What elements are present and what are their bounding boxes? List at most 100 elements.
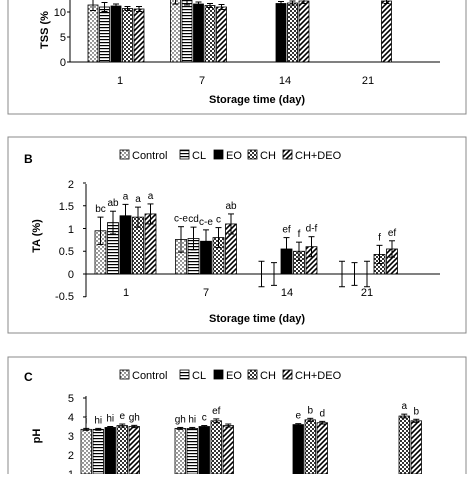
panel-a-ytick-0: 0	[60, 57, 66, 69]
bar-ch-deo	[316, 422, 328, 475]
panel-c-ytick-4: 5	[68, 393, 74, 405]
legend-label: CL	[192, 370, 206, 382]
legend-swatch	[179, 369, 190, 380]
significance-label: c	[216, 215, 221, 226]
significance-label: a	[135, 194, 141, 205]
bar-cl	[181, 0, 193, 63]
bar-cl	[92, 428, 104, 475]
panel-a-xtick-2: 14	[279, 75, 291, 87]
panel-letter-b: B	[24, 152, 33, 166]
bar-ch-deo	[222, 425, 234, 475]
significance-label: ef	[388, 228, 397, 239]
legend-swatch	[213, 149, 224, 160]
bar-ch-deo	[381, 0, 392, 63]
bar-ch	[122, 8, 133, 63]
bar-ch-deo	[216, 6, 227, 63]
significance-label: a	[148, 191, 154, 202]
legend-panel-b: Control CL EO CH CH+DEO	[119, 149, 342, 162]
bar-control	[80, 428, 92, 475]
significance-label: f	[298, 229, 301, 240]
legend-swatch	[247, 149, 258, 160]
significance-label: a	[401, 401, 407, 412]
panel-a-xlabel: Storage time (day)	[209, 94, 305, 106]
legend-swatch	[247, 369, 258, 380]
legend-label: CH+DEO	[295, 150, 342, 162]
significance-label: b	[307, 405, 313, 416]
significance-label: ef	[212, 406, 221, 417]
significance-label: gh	[129, 412, 140, 423]
legend-swatch	[119, 369, 130, 380]
legend-panel-c: Control CL EO CH CH+DEO	[119, 369, 342, 382]
bar-ch	[210, 420, 222, 475]
bar-eo	[292, 424, 304, 475]
significance-label: cd	[188, 214, 199, 225]
legend-label: Control	[132, 370, 167, 382]
panel-c-ylabel: pH	[31, 429, 43, 444]
significance-label: ab	[107, 198, 119, 209]
legend-label: EO	[226, 150, 242, 162]
bar-eo	[104, 427, 116, 475]
panel-b-ylabel: TA (%)	[31, 219, 43, 253]
bar-ch-deo	[128, 426, 140, 475]
panel-letter-c: C	[24, 370, 33, 384]
panel-a-xtick-3: 21	[362, 75, 374, 87]
panel-b-ytick-1: 0	[68, 269, 74, 281]
panel-b-ytick-3: 1	[68, 224, 74, 236]
bar-ch-deo	[133, 8, 145, 63]
legend-label: CH	[260, 150, 276, 162]
significance-label: ab	[225, 201, 237, 212]
panel-b-ytick-2: 0.5	[59, 246, 74, 258]
legend-label: CH	[260, 370, 276, 382]
panel-b-xtick-0: 1	[123, 287, 129, 299]
significance-label: hi	[106, 414, 114, 425]
panel-b-ytick-5: 2	[68, 179, 74, 191]
significance-label: d-f	[306, 224, 318, 235]
panel-a-xtick-0: 1	[117, 75, 123, 87]
significance-label: ef	[282, 225, 291, 236]
significance-label: gh	[175, 414, 186, 425]
significance-label: e	[295, 411, 301, 422]
bar-control	[170, 0, 181, 63]
significance-label: d	[319, 408, 325, 419]
bar-eo	[193, 3, 204, 63]
significance-label: c	[202, 413, 207, 424]
significance-label: hi	[188, 414, 196, 425]
significance-label: e	[119, 411, 125, 422]
significance-label: a	[123, 191, 129, 202]
bar-ch	[304, 419, 316, 475]
bar-control	[87, 4, 99, 63]
panel-a-ytick-2: 10	[54, 7, 66, 19]
bar-cl	[99, 6, 110, 63]
panel-b-xtick-2: 14	[281, 287, 293, 299]
legend-label: CL	[192, 150, 206, 162]
bar-ch-deo	[298, 0, 310, 63]
panel-b-chart: TA (%) Storage time (day) -0.5 0 0.5 1 1…	[31, 179, 440, 325]
panel-b-ytick-4: 1.5	[59, 201, 74, 213]
bar-ch-deo	[410, 420, 422, 475]
bar-ch	[398, 415, 410, 475]
significance-label: c-e	[174, 214, 188, 225]
legend-swatch	[282, 369, 293, 380]
significance-label: c-e	[199, 217, 213, 228]
bar-ch	[116, 425, 128, 475]
legend-label: CH+DEO	[295, 370, 342, 382]
panel-a-ylabel: TSS (%	[39, 11, 51, 49]
significance-label: bc	[95, 204, 106, 215]
bar-ch	[287, 2, 298, 63]
panel-c-ytick-0: 1	[68, 469, 74, 474]
panel-a-xtick-1: 7	[199, 75, 205, 87]
legend-swatch	[119, 149, 130, 160]
legend-label: EO	[226, 370, 242, 382]
legend-swatch	[282, 149, 293, 160]
panel-a-chart: TSS (% Storage time (day) 0 5 10 1 7 14 …	[39, 0, 440, 106]
panel-c-ytick-3: 4	[68, 412, 74, 424]
significance-label: b	[413, 406, 419, 417]
panel-b-frame	[7, 136, 467, 334]
legend-swatch	[179, 149, 190, 160]
panel-b-xtick-1: 7	[203, 287, 209, 299]
significance-label: hi	[94, 415, 102, 426]
bar-eo	[198, 426, 210, 475]
bar-cl	[186, 427, 198, 475]
